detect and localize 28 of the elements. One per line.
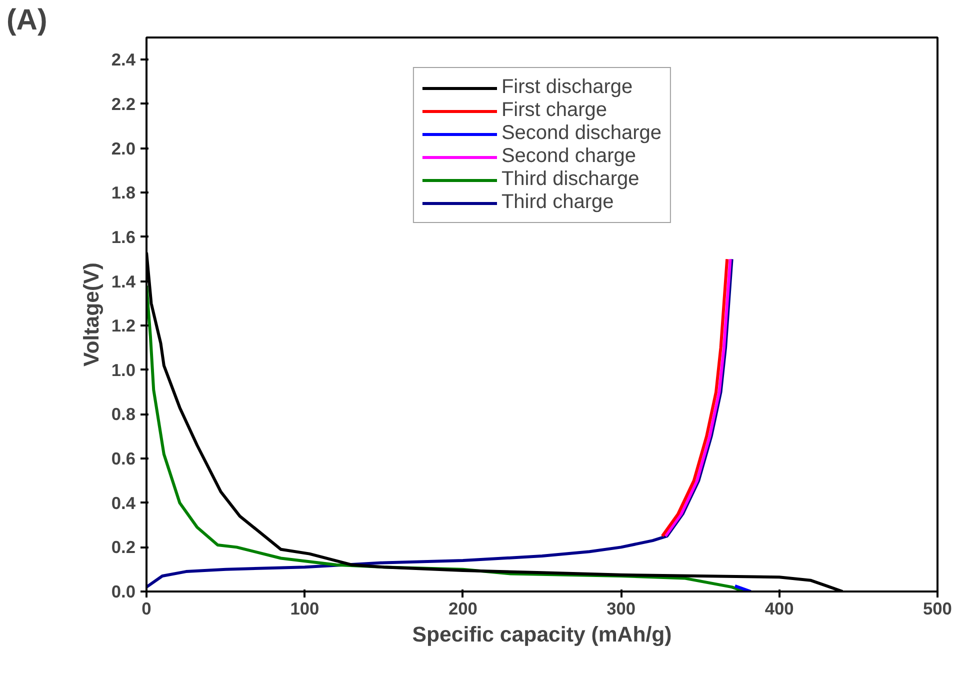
y-tick-label: 2.4 [111, 50, 136, 70]
x-tick-label: 500 [923, 598, 952, 618]
x-tick-label: 200 [448, 598, 478, 618]
y-tick-label: 0.0 [111, 582, 136, 602]
legend-label: Third charge [501, 191, 614, 214]
y-tick-label: 1.4 [111, 271, 136, 292]
y-tick-label: 0.6 [111, 448, 136, 469]
y-tick-label: 0.8 [111, 404, 136, 424]
legend-label: Third discharge [501, 168, 640, 191]
x-tick-label: 0 [142, 598, 152, 618]
y-tick-label: 0.4 [111, 492, 136, 513]
legend-label: First charge [501, 99, 608, 122]
legend-label: Second charge [501, 145, 636, 168]
chart-title: (A) [6, 4, 48, 36]
y-tick-label: 1.6 [111, 226, 136, 247]
y-tick-label: 1.0 [111, 360, 136, 380]
x-tick-label: 400 [764, 598, 794, 618]
y-axis-title: Voltage(V) [79, 262, 104, 366]
y-tick-label: 1.2 [111, 316, 136, 336]
legend-label: Second discharge [501, 122, 662, 145]
y-tick-label: 1.8 [111, 182, 136, 203]
x-tick-label: 300 [606, 598, 636, 618]
legend-label: First discharge [501, 76, 633, 99]
y-tick-label: 2.2 [111, 94, 136, 114]
x-tick-label: 100 [290, 598, 320, 618]
x-axis-title: Specific capacity (mAh/g) [412, 622, 672, 646]
y-tick-label: 0.2 [111, 537, 136, 558]
y-tick-label: 2.0 [111, 138, 136, 158]
